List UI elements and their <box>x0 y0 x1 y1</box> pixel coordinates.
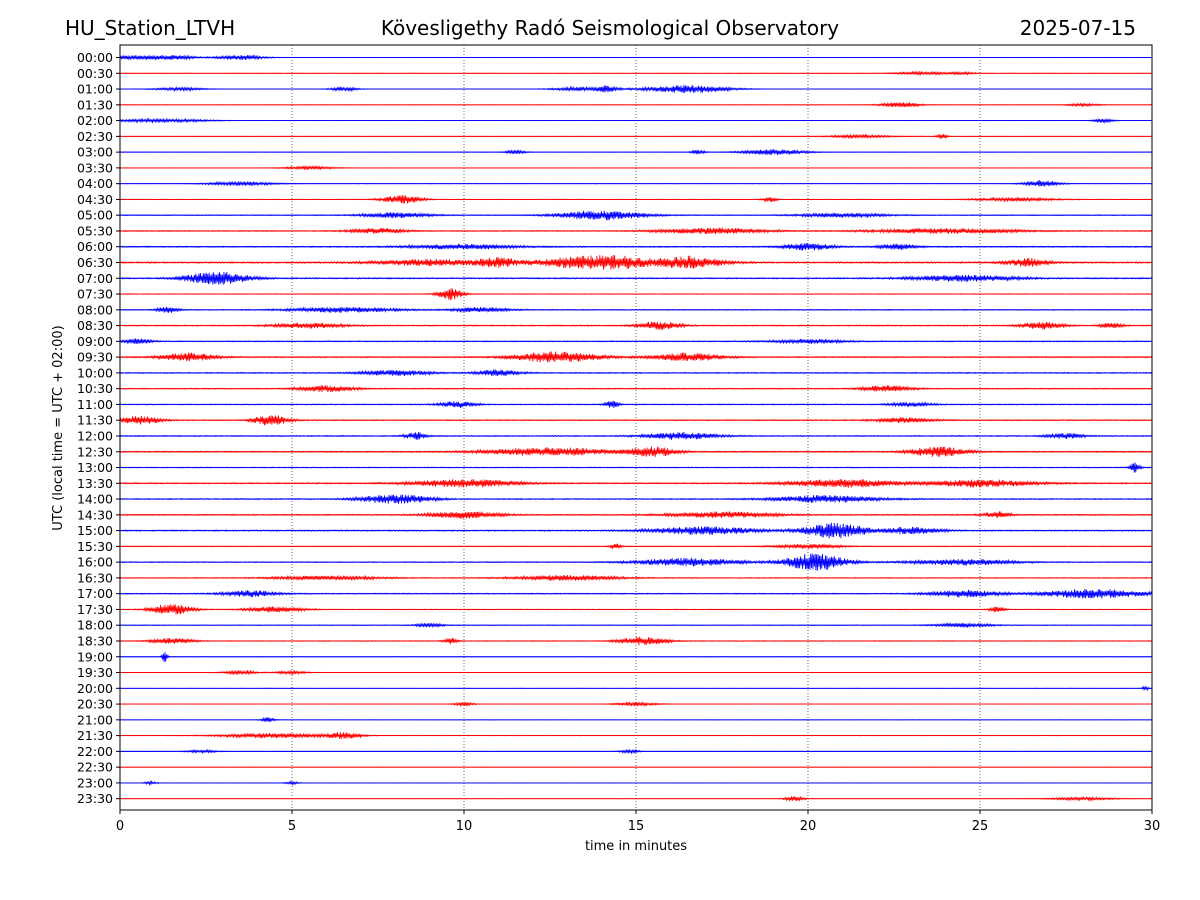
y-tick-label: 12:00 <box>77 428 113 443</box>
x-axis-label: time in minutes <box>585 839 687 854</box>
y-tick-label: 07:00 <box>77 271 113 286</box>
y-axis-label: UTC (local time = UTC + 02:00) <box>51 325 66 530</box>
y-tick-label: 10:30 <box>77 381 113 396</box>
y-tick-label: 14:30 <box>77 507 113 522</box>
y-tick-label: 23:30 <box>77 791 113 806</box>
chart-title: Kövesligethy Radó Seismological Observat… <box>380 16 840 40</box>
y-tick-label: 20:30 <box>77 697 113 712</box>
y-tick-label: 02:00 <box>77 113 113 128</box>
y-tick-label: 08:30 <box>77 318 113 333</box>
y-tick-label: 20:00 <box>77 681 113 696</box>
x-tick-label: 5 <box>288 819 296 834</box>
date-label: 2025-07-15 <box>1019 16 1136 40</box>
y-tick-label: 02:30 <box>77 129 113 144</box>
plot-frame <box>119 44 1153 811</box>
y-tick-labels: 00:0000:3001:0001:3002:0002:3003:0003:30… <box>77 50 120 806</box>
x-ticks: 0 5 10 15 20 25 30 <box>116 810 1160 834</box>
grid-lines <box>291 45 981 810</box>
station-name: HU_Station_LTVH <box>65 16 236 40</box>
y-tick-label: 07:30 <box>77 287 113 302</box>
y-tick-label: 16:00 <box>77 555 113 570</box>
y-tick-label: 17:00 <box>77 586 113 601</box>
y-tick-label: 19:30 <box>77 665 113 680</box>
x-tick-label: 15 <box>628 819 645 834</box>
y-tick-label: 00:30 <box>77 66 113 81</box>
y-tick-label: 18:30 <box>77 633 113 648</box>
x-tick-label: 25 <box>972 819 989 834</box>
x-tick-label: 30 <box>1144 819 1161 834</box>
y-tick-label: 08:00 <box>77 302 113 317</box>
y-tick-label: 00:00 <box>77 50 113 65</box>
y-tick-label: 09:30 <box>77 350 113 365</box>
y-tick-label: 14:00 <box>77 492 113 507</box>
y-tick-label: 10:00 <box>77 365 113 380</box>
y-tick-label: 13:00 <box>77 460 113 475</box>
seismic-traces <box>119 54 1153 802</box>
y-tick-label: 09:00 <box>77 334 113 349</box>
y-tick-label: 21:30 <box>77 728 113 743</box>
y-tick-label: 11:30 <box>77 413 113 428</box>
y-tick-label: 17:30 <box>77 602 113 617</box>
y-tick-label: 03:30 <box>77 160 113 175</box>
y-tick-label: 12:30 <box>77 444 113 459</box>
y-tick-label: 18:00 <box>77 618 113 633</box>
y-tick-label: 06:00 <box>77 239 113 254</box>
y-tick-label: 19:00 <box>77 649 113 664</box>
y-tick-label: 15:30 <box>77 539 113 554</box>
y-tick-label: 05:30 <box>77 223 113 238</box>
y-tick-label: 13:30 <box>77 476 113 491</box>
y-tick-label: 15:00 <box>77 523 113 538</box>
y-tick-label: 06:30 <box>77 255 113 270</box>
x-tick-label: 0 <box>116 819 124 834</box>
x-tick-label: 20 <box>800 819 817 834</box>
y-tick-label: 21:00 <box>77 712 113 727</box>
y-tick-label: 04:30 <box>77 192 113 207</box>
y-tick-label: 04:00 <box>77 176 113 191</box>
y-tick-label: 22:00 <box>77 744 113 759</box>
y-tick-label: 01:00 <box>77 82 113 97</box>
y-tick-label: 11:00 <box>77 397 113 412</box>
y-tick-label: 22:30 <box>77 760 113 775</box>
y-tick-label: 03:00 <box>77 145 113 160</box>
x-tick-label: 10 <box>456 819 473 834</box>
y-tick-label: 01:30 <box>77 97 113 112</box>
y-tick-label: 16:30 <box>77 570 113 585</box>
y-tick-label: 05:00 <box>77 208 113 223</box>
y-tick-label: 23:00 <box>77 775 113 790</box>
